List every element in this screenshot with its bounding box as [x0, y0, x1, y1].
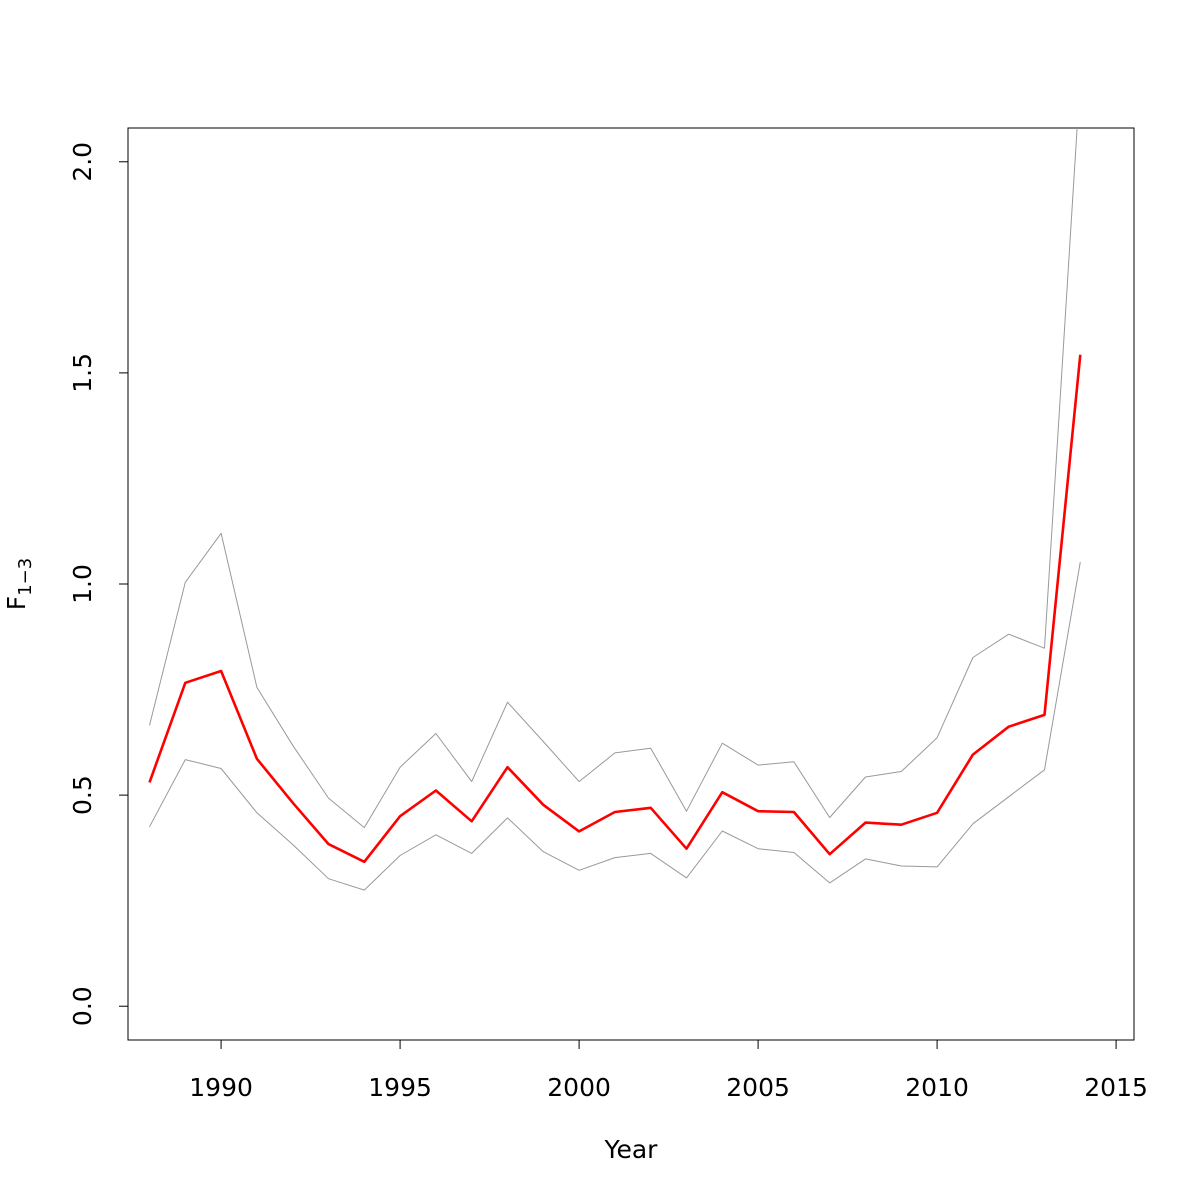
- series-line-estimate: [148, 354, 1082, 864]
- y-tick-label: 1.0: [68, 564, 97, 604]
- y-tick-label: 1.5: [68, 353, 97, 393]
- x-tick-label: 2010: [905, 1073, 969, 1102]
- x-axis: 1990 1995 2000 2005 2010 2015: [189, 1039, 1148, 1102]
- x-axis-label: Year: [604, 1135, 659, 1164]
- y-axis: 0.0 0.5 1.0 1.5 2.0: [68, 142, 129, 1026]
- x-tick-label: 1990: [189, 1073, 253, 1102]
- y-axis-label-subscript: 1−3: [15, 558, 36, 596]
- y-tick-label: 2.0: [68, 142, 97, 182]
- y-tick-label: 0.5: [68, 775, 97, 815]
- x-tick-label: 2005: [726, 1073, 790, 1102]
- plot-frame: [127, 127, 1135, 1041]
- y-axis-label-main: F: [2, 596, 31, 610]
- series-line-upper: [149, 128, 1078, 829]
- x-tick-label: 1995: [368, 1073, 432, 1102]
- y-axis-label: F1−3: [2, 558, 36, 610]
- x-tick-label: 2015: [1084, 1073, 1148, 1102]
- series-layer: [148, 128, 1082, 891]
- series-line-lower: [149, 561, 1081, 891]
- x-tick-label: 2000: [547, 1073, 611, 1102]
- y-tick-label: 0.0: [68, 986, 97, 1026]
